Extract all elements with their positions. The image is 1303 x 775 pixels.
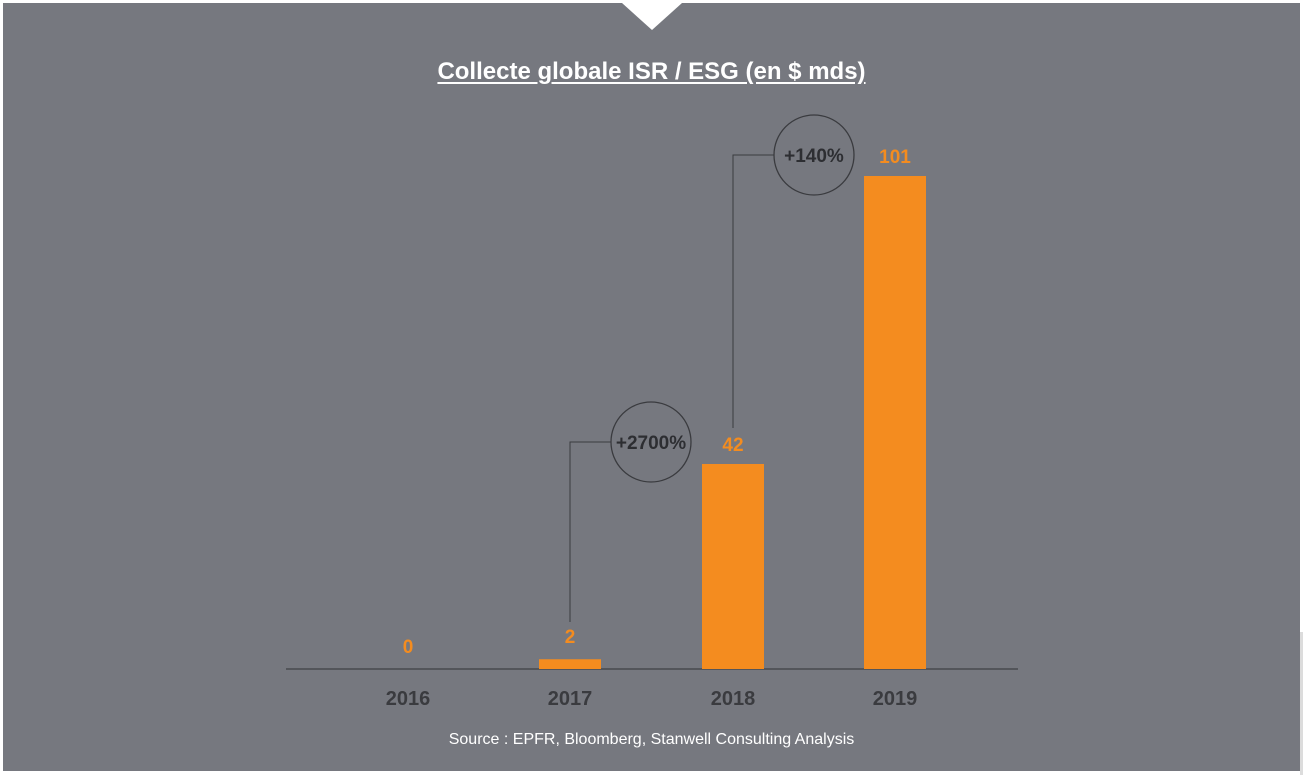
category-label-2016: 2016 [386,688,431,710]
category-label-2019: 2019 [873,688,918,710]
value-label-2017: 2 [565,627,576,648]
chart-panel [3,3,1300,771]
bar-2019 [864,176,926,669]
value-label-2018: 42 [722,435,743,456]
value-label-2016: 0 [403,637,414,658]
category-label-2018: 2018 [711,688,756,710]
category-label-2017: 2017 [548,688,593,710]
value-label-2019: 101 [879,147,911,168]
source-note: Source : EPFR, Bloomberg, Stanwell Consu… [448,731,855,748]
edge-accent [1300,632,1303,775]
chart-title: Collecte globale ISR / ESG (en $ mds) [437,58,866,85]
bar-2017 [539,659,601,669]
growth-circle-1 [773,114,855,196]
panel-notch [622,3,682,30]
growth-connector-1 [732,154,774,428]
growth-label-0: +2700% [616,433,686,454]
growth-circle-0 [610,401,692,483]
bar-2018 [702,463,764,669]
growth-label-1: +140% [784,146,844,167]
growth-connector-0 [569,441,611,622]
